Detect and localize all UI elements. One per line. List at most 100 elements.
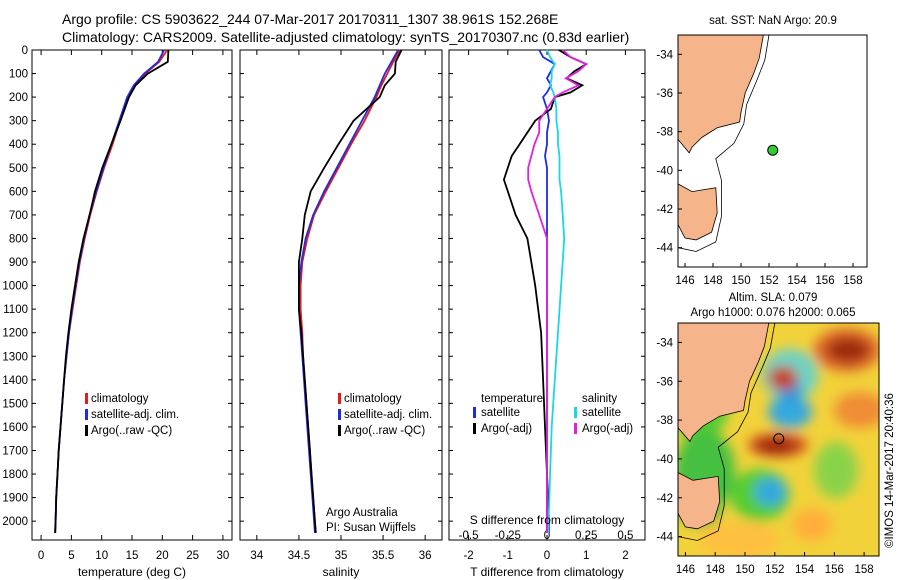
lon-tick-label: 154 (795, 564, 815, 576)
tasmania (678, 472, 721, 530)
lat-tick-label: -38 (656, 127, 673, 139)
x-tick-label: -2 (463, 550, 473, 562)
lon-tick-label: 158 (843, 275, 862, 287)
s-tick-label: -0.25 (495, 530, 521, 542)
x-tick-label: 35.5 (372, 550, 394, 562)
legend-argo: Argo(..raw -QC) (344, 425, 425, 437)
legend-swatch-s-argo (574, 423, 577, 434)
mainland (678, 323, 770, 443)
shelf-contour (678, 323, 776, 541)
depth-tick-label: 1100 (3, 304, 28, 316)
sla-map-frame (677, 322, 880, 557)
mainland (677, 34, 764, 154)
series-line-s-argo-adj- (527, 49, 588, 533)
salinity-frame (239, 49, 443, 541)
depth-tick-label: 200 (9, 92, 28, 104)
t-difference-xlabel: T difference from climatology (470, 565, 624, 579)
x-tick-label: -1 (503, 550, 513, 562)
sst-map-frame (677, 34, 868, 268)
lat-tick-label: -44 (656, 532, 673, 544)
x-tick-label: 0 (544, 550, 550, 562)
depth-tick-label: 1300 (2, 351, 28, 363)
salinity-panel: 34 34.5 35 35.5 36 salinity climatology sate… (239, 49, 443, 579)
lon-tick-label: 154 (787, 275, 807, 287)
argo-position-marker (767, 144, 779, 156)
legend-swatch-satellite (338, 409, 341, 420)
legend-swatch-satellite (85, 409, 88, 420)
lat-tick-label: -40 (656, 454, 673, 466)
s-tick-label: -0.5 (459, 530, 479, 542)
difference-panel: -2 -1 0 1 2 -0.5 -0.25 0 0.25 0.5 T difference fr… (448, 49, 646, 579)
x-tick-label: 5 (68, 550, 74, 562)
lon-tick-label: 148 (703, 275, 722, 287)
x-tick-label: 34 (250, 550, 263, 562)
legend-t-argo: Argo(-adj) (481, 423, 532, 435)
depth-tick-label: 500 (9, 163, 28, 175)
legend-s-argo: Argo(-adj) (582, 423, 633, 435)
lon-tick-label: 146 (676, 564, 695, 576)
depth-tick-label: 0 (22, 45, 28, 57)
x-tick-label: 20 (156, 550, 169, 562)
sst-map-panel: sat. SST: NaN Argo: 20.9 146 148 150 152 154… (656, 15, 868, 287)
lat-tick-label: -34 (656, 337, 673, 349)
s-tick-label: 0 (544, 530, 550, 542)
sla-map-panel: Altim. SLA: 0.079 Argo h1000: 0.076 h200… (656, 292, 880, 576)
legend-swatch-argo (85, 425, 88, 436)
lat-tick-label: -42 (656, 204, 673, 216)
s-tick-label: 0.5 (617, 530, 633, 542)
legend-swatch-climatology (338, 393, 341, 404)
series-line-satellite-adj-clim- (54, 49, 165, 533)
temperature-panel: 0100200300400500600700800900100011001200… (2, 45, 233, 579)
difference-legend: temperature satellite Argo(-adj) salinit… (473, 393, 633, 435)
legend-s-satellite: satellite (582, 407, 621, 419)
figure-title-line1: Argo profile: CS 5903622_244 07-Mar-2017… (62, 11, 558, 27)
legend-argo: Argo(..raw -QC) (91, 425, 172, 437)
lon-tick-label: 158 (855, 564, 874, 576)
x-tick-label: 25 (186, 550, 199, 562)
legend-satellite: satellite-adj. clim. (344, 409, 432, 421)
lon-tick-label: 156 (815, 275, 834, 287)
temperature-legend: climatology satellite-adj. clim. Argo(..… (85, 393, 179, 437)
depth-tick-label: 800 (9, 233, 28, 245)
legend-climatology: climatology (344, 393, 402, 405)
lon-tick-label: 152 (765, 564, 784, 576)
depth-tick-label: 600 (9, 186, 28, 198)
shelf-contour (677, 34, 770, 252)
depth-tick-label: 1900 (2, 493, 28, 505)
sla-map-title-line1: Altim. SLA: 0.079 (729, 292, 818, 304)
series-line-climatology (299, 49, 401, 533)
lon-tick-label: 146 (675, 275, 694, 287)
series-line-t-argo-adj- (502, 49, 589, 533)
series-line-s-satellite (546, 49, 566, 533)
series-line-argo-raw-qc- (54, 49, 170, 533)
lon-tick-label: 150 (735, 564, 754, 576)
lat-tick-label: -34 (656, 49, 673, 61)
depth-tick-label: 2000 (2, 516, 28, 528)
legend-swatch-t-satellite (473, 407, 476, 418)
legend-salinity-title: salinity (582, 393, 617, 405)
legend-swatch-s-satellite (574, 407, 577, 418)
sst-map-title: sat. SST: NaN Argo: 20.9 (709, 15, 837, 27)
lat-tick-label: -38 (656, 415, 673, 427)
legend-swatch-t-argo (473, 423, 476, 434)
depth-tick-label: 1800 (2, 469, 28, 481)
sla-map-title-line2: Argo h1000: 0.076 h2000: 0.065 (691, 307, 856, 319)
x-tick-label: 0 (38, 550, 44, 562)
depth-tick-label: 700 (9, 210, 28, 222)
x-tick-label: 34.5 (288, 550, 310, 562)
imos-credit: ©IMOS 14-Mar-2017 20:40:36 (884, 393, 896, 548)
depth-tick-label: 900 (9, 257, 28, 269)
legend-temperature-title: temperature (481, 393, 543, 405)
legend-satellite: satellite-adj. clim. (91, 409, 179, 421)
lon-tick-label: 150 (731, 275, 750, 287)
s-tick-label: 0.25 (575, 530, 597, 542)
depth-tick-label: 1700 (2, 445, 28, 457)
lat-tick-label: -44 (656, 243, 673, 255)
depth-tick-label: 1500 (2, 398, 28, 410)
tasmania (677, 183, 718, 241)
depth-tick-label: 1200 (2, 328, 28, 340)
argo-australia-label: Argo Australia (326, 507, 398, 519)
legend-climatology: climatology (91, 393, 149, 405)
legend-swatch-argo (338, 425, 341, 436)
